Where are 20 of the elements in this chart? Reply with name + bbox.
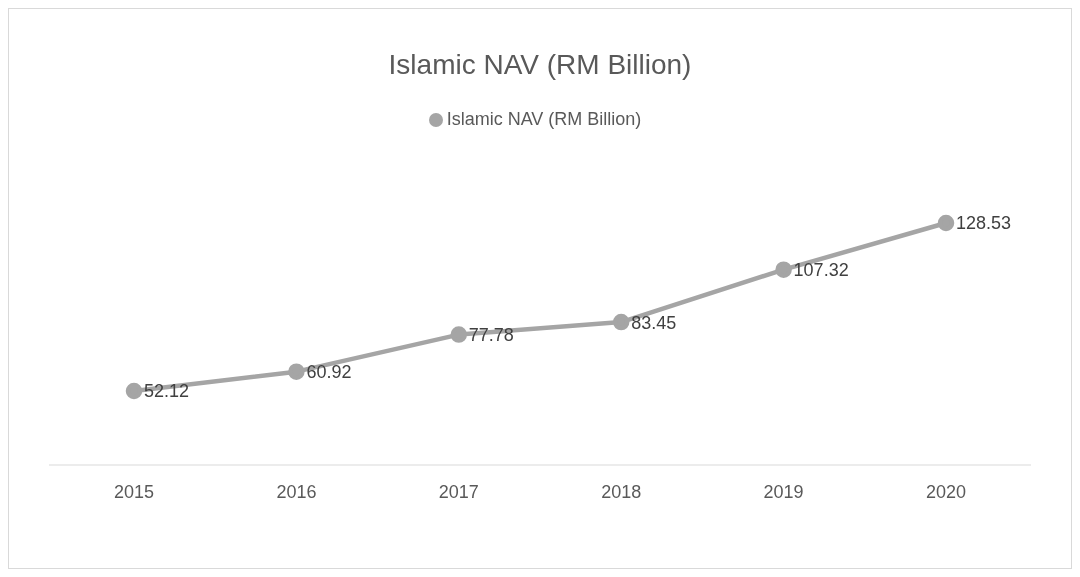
point xyxy=(937,214,955,232)
point xyxy=(125,382,143,400)
x-tick-label: 2017 xyxy=(438,481,479,502)
point xyxy=(775,261,792,278)
data-label: 107.32 xyxy=(793,260,849,281)
chart-title: Islamic NAV (RM Billion) xyxy=(387,49,693,81)
data-label: 128.53 xyxy=(956,213,1012,234)
x-tick-label: 2019 xyxy=(763,481,804,502)
x-tick-label: 2015 xyxy=(113,481,155,502)
data-label: 83.45 xyxy=(631,312,677,333)
data-label: 60.92 xyxy=(306,362,352,383)
x-tick-label: 2018 xyxy=(601,481,642,502)
point xyxy=(288,363,305,380)
x-tick-label: 2016 xyxy=(276,481,317,502)
data-label: 52.12 xyxy=(144,381,190,402)
x-tick-label: 2020 xyxy=(925,481,967,502)
legend-label: Islamic NAV (RM Billion) xyxy=(446,109,642,129)
point xyxy=(450,326,468,343)
point xyxy=(612,313,630,331)
data-label: 77.78 xyxy=(468,324,514,345)
